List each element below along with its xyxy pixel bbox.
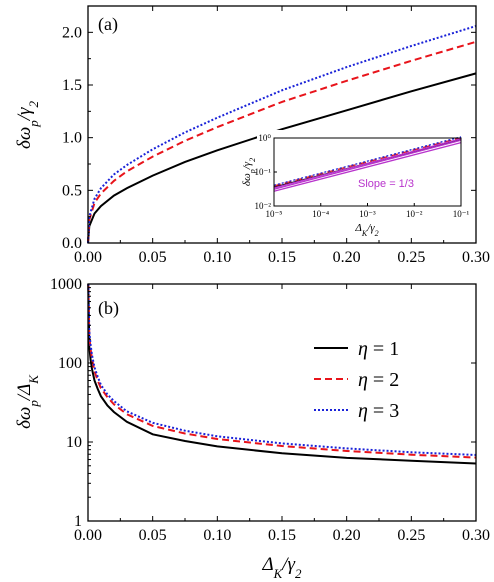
- panel-a-series-group: [87, 25, 477, 244]
- inset-x-tick-label: 10⁻³: [359, 209, 376, 219]
- panel-a: 0.00 0.05 0.10 0.15 0.20 0.25 0.30 0.0 0.5 1.0 1.5…: [14, 5, 490, 266]
- panel-b-series-group: [87, 283, 477, 465]
- legend-label-1: η = 1: [358, 338, 399, 360]
- panel-b-y-tick-label: 100: [58, 355, 82, 372]
- inset-y-axis-title: δωp/γ2: [241, 158, 257, 186]
- panel-b-x-tick-label: 0.25: [397, 527, 425, 544]
- inset-series-line-2: [273, 137, 462, 187]
- inset-x-axis-title: ΔK/γ2: [354, 222, 378, 238]
- inset-series-line-4: [273, 141, 462, 192]
- panel-a-y-tick-label: 1.5: [62, 77, 82, 94]
- legend-label-3: η = 3: [358, 400, 399, 422]
- panel-b: 0.00 0.05 0.10 0.15 0.20 0.25 0.30 1 10 100 1000 (…: [14, 276, 490, 581]
- inset-y-tick-label: 10⁰: [258, 133, 271, 143]
- inset-series-line-6: [273, 138, 462, 189]
- panel-b-frame: [87, 283, 477, 522]
- inset-series-group: [273, 136, 462, 192]
- panel-b-x-tick-label: 0.30: [462, 527, 490, 544]
- inset: 10⁻⁵ 10⁻⁴ 10⁻³ 10⁻² 10⁻¹ 10⁻² 10⁻¹ 10⁰ Slope = …: [241, 130, 470, 238]
- legend: η = 1 η = 2 η = 3: [314, 338, 399, 422]
- panel-b-label: (b): [98, 298, 119, 319]
- inset-y-tick-label: 10⁻²: [255, 201, 272, 211]
- panel-b-x-axis-title: ΔK/γ2: [261, 554, 302, 581]
- inset-x-tick-label: 10⁻⁵: [266, 209, 283, 219]
- inset-x-tick-label: 10⁻¹: [453, 209, 470, 219]
- panel-b-x-tick-label: 0.00: [74, 527, 102, 544]
- panel-a-x-tick-label: 0.10: [203, 249, 231, 266]
- inset-series-line-3: [273, 136, 462, 186]
- inset-ticks: 10⁻⁵ 10⁻⁴ 10⁻³ 10⁻² 10⁻¹ 10⁻² 10⁻¹ 10⁰: [255, 133, 470, 219]
- panel-b-y-tick-label: 1: [74, 513, 82, 530]
- panel-b-x-tick-label: 0.05: [139, 527, 167, 544]
- inset-x-tick-label: 10⁻²: [406, 209, 423, 219]
- inset-slope-annotation: Slope = 1/3: [358, 178, 414, 190]
- panel-a-series-line-2: [87, 40, 477, 244]
- panel-a-x-tick-label: 0.15: [268, 249, 296, 266]
- panel-b-y-axis-title: δωp/ΔK: [14, 374, 41, 429]
- panel-a-y-axis-title: δωp/γ2: [14, 100, 41, 149]
- panel-b-series-line-1: [87, 283, 477, 465]
- panel-a-x-tick-label: 0.20: [333, 249, 361, 266]
- panel-a-ticks: 0.00 0.05 0.10 0.15 0.20 0.25 0.30 0.0 0.5 1.0 1.5…: [62, 5, 490, 266]
- panel-b-x-tick-label: 0.10: [203, 527, 231, 544]
- panel-b-y-tick-label: 10: [66, 434, 82, 451]
- panel-b-series-line-3: [87, 283, 477, 456]
- panel-a-x-tick-label: 0.00: [74, 249, 102, 266]
- inset-series-line-5: [273, 139, 462, 190]
- panel-b-series-line-2: [87, 283, 477, 459]
- inset-x-tick-label: 10⁻⁴: [312, 209, 329, 219]
- panel-a-series-line-3: [87, 25, 477, 244]
- panel-b-y-tick-label: 1000: [50, 276, 82, 293]
- panel-a-series-line-1: [87, 72, 477, 244]
- panel-a-y-tick-label: 2.0: [62, 24, 82, 41]
- panel-a-x-tick-label: 0.30: [462, 249, 490, 266]
- panel-a-label: (a): [98, 14, 118, 35]
- panel-a-y-tick-label: 1.0: [62, 130, 82, 147]
- panel-a-y-tick-label: 0.0: [62, 235, 82, 252]
- legend-label-2: η = 2: [358, 369, 399, 391]
- panel-b-x-tick-label: 0.15: [268, 527, 296, 544]
- panel-a-x-tick-label: 0.25: [397, 249, 425, 266]
- panel-a-y-tick-label: 0.5: [62, 182, 82, 199]
- panel-b-x-tick-label: 0.20: [333, 527, 361, 544]
- inset-y-tick-label: 10⁻¹: [255, 167, 272, 177]
- panel-a-x-tick-label: 0.05: [139, 249, 167, 266]
- panel-b-ticks: 0.00 0.05 0.10 0.15 0.20 0.25 0.30 1 10 100 1000: [50, 276, 490, 544]
